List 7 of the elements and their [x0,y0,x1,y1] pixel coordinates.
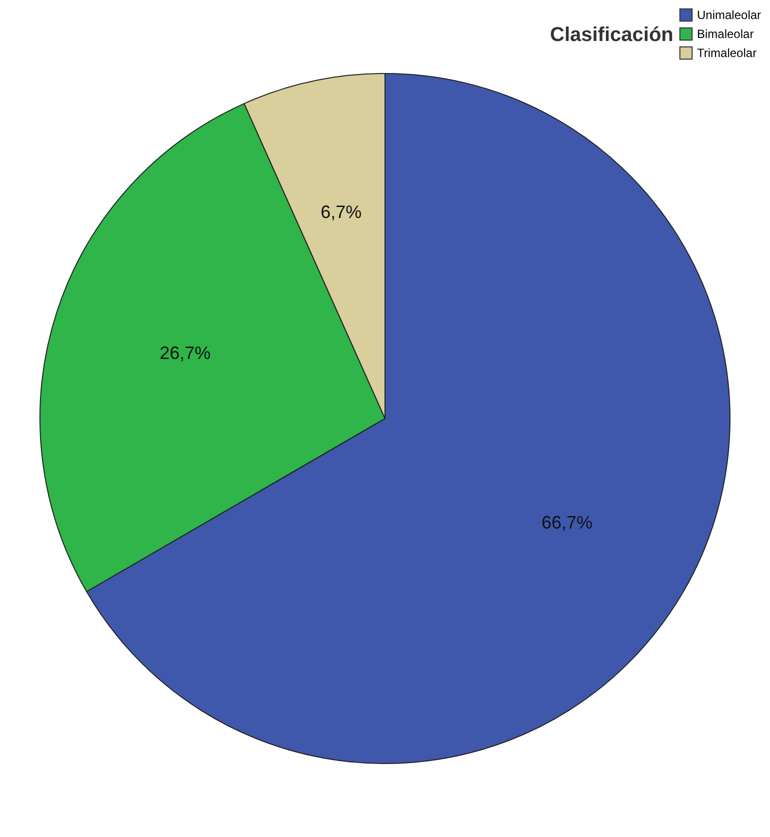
legend-label: Trimaleolar [697,46,757,60]
legend-label: Bimaleolar [697,27,754,41]
legend-label: Unimaleolar [697,8,762,22]
data-label: 66,7% [541,512,592,532]
data-label: 26,7% [160,342,211,363]
legend-title: Clasificación [550,24,674,46]
data-label: 6,7% [320,202,362,222]
